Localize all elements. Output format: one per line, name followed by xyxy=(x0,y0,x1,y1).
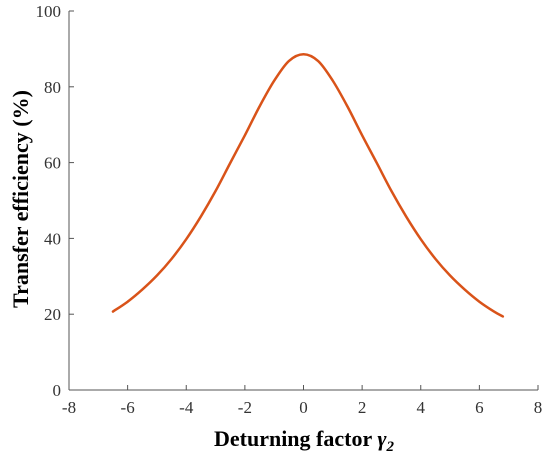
x-tick-label: 6 xyxy=(475,398,484,417)
x-axis-title-main: Deturning factor xyxy=(214,426,377,451)
series-line xyxy=(111,52,505,318)
series xyxy=(111,52,505,318)
y-tick-label: 80 xyxy=(44,78,61,97)
x-tick-label: -2 xyxy=(238,398,252,417)
x-axis-title: Deturning factor γ2 xyxy=(214,426,395,455)
x-tick-label: 4 xyxy=(417,398,426,417)
axes xyxy=(68,11,538,391)
x-axis-title-symbol: γ xyxy=(377,426,387,451)
x-axis-title-subscript: 2 xyxy=(386,439,395,455)
x-tick-label: 2 xyxy=(358,398,367,417)
x-tick-label: 8 xyxy=(534,398,543,417)
x-tick-label: 0 xyxy=(299,398,308,417)
x-tick-label: -6 xyxy=(121,398,135,417)
y-tick-label: 100 xyxy=(36,2,62,21)
y-tick-label: 0 xyxy=(53,381,62,400)
y-tick-label: 20 xyxy=(44,305,61,324)
x-tick-label: -4 xyxy=(179,398,194,417)
y-axis-title: Transfer efficiency (%) xyxy=(8,90,33,308)
x-tick-label: -8 xyxy=(62,398,76,417)
y-tick-label: 60 xyxy=(44,154,61,173)
y-tick-label: 40 xyxy=(44,229,61,248)
